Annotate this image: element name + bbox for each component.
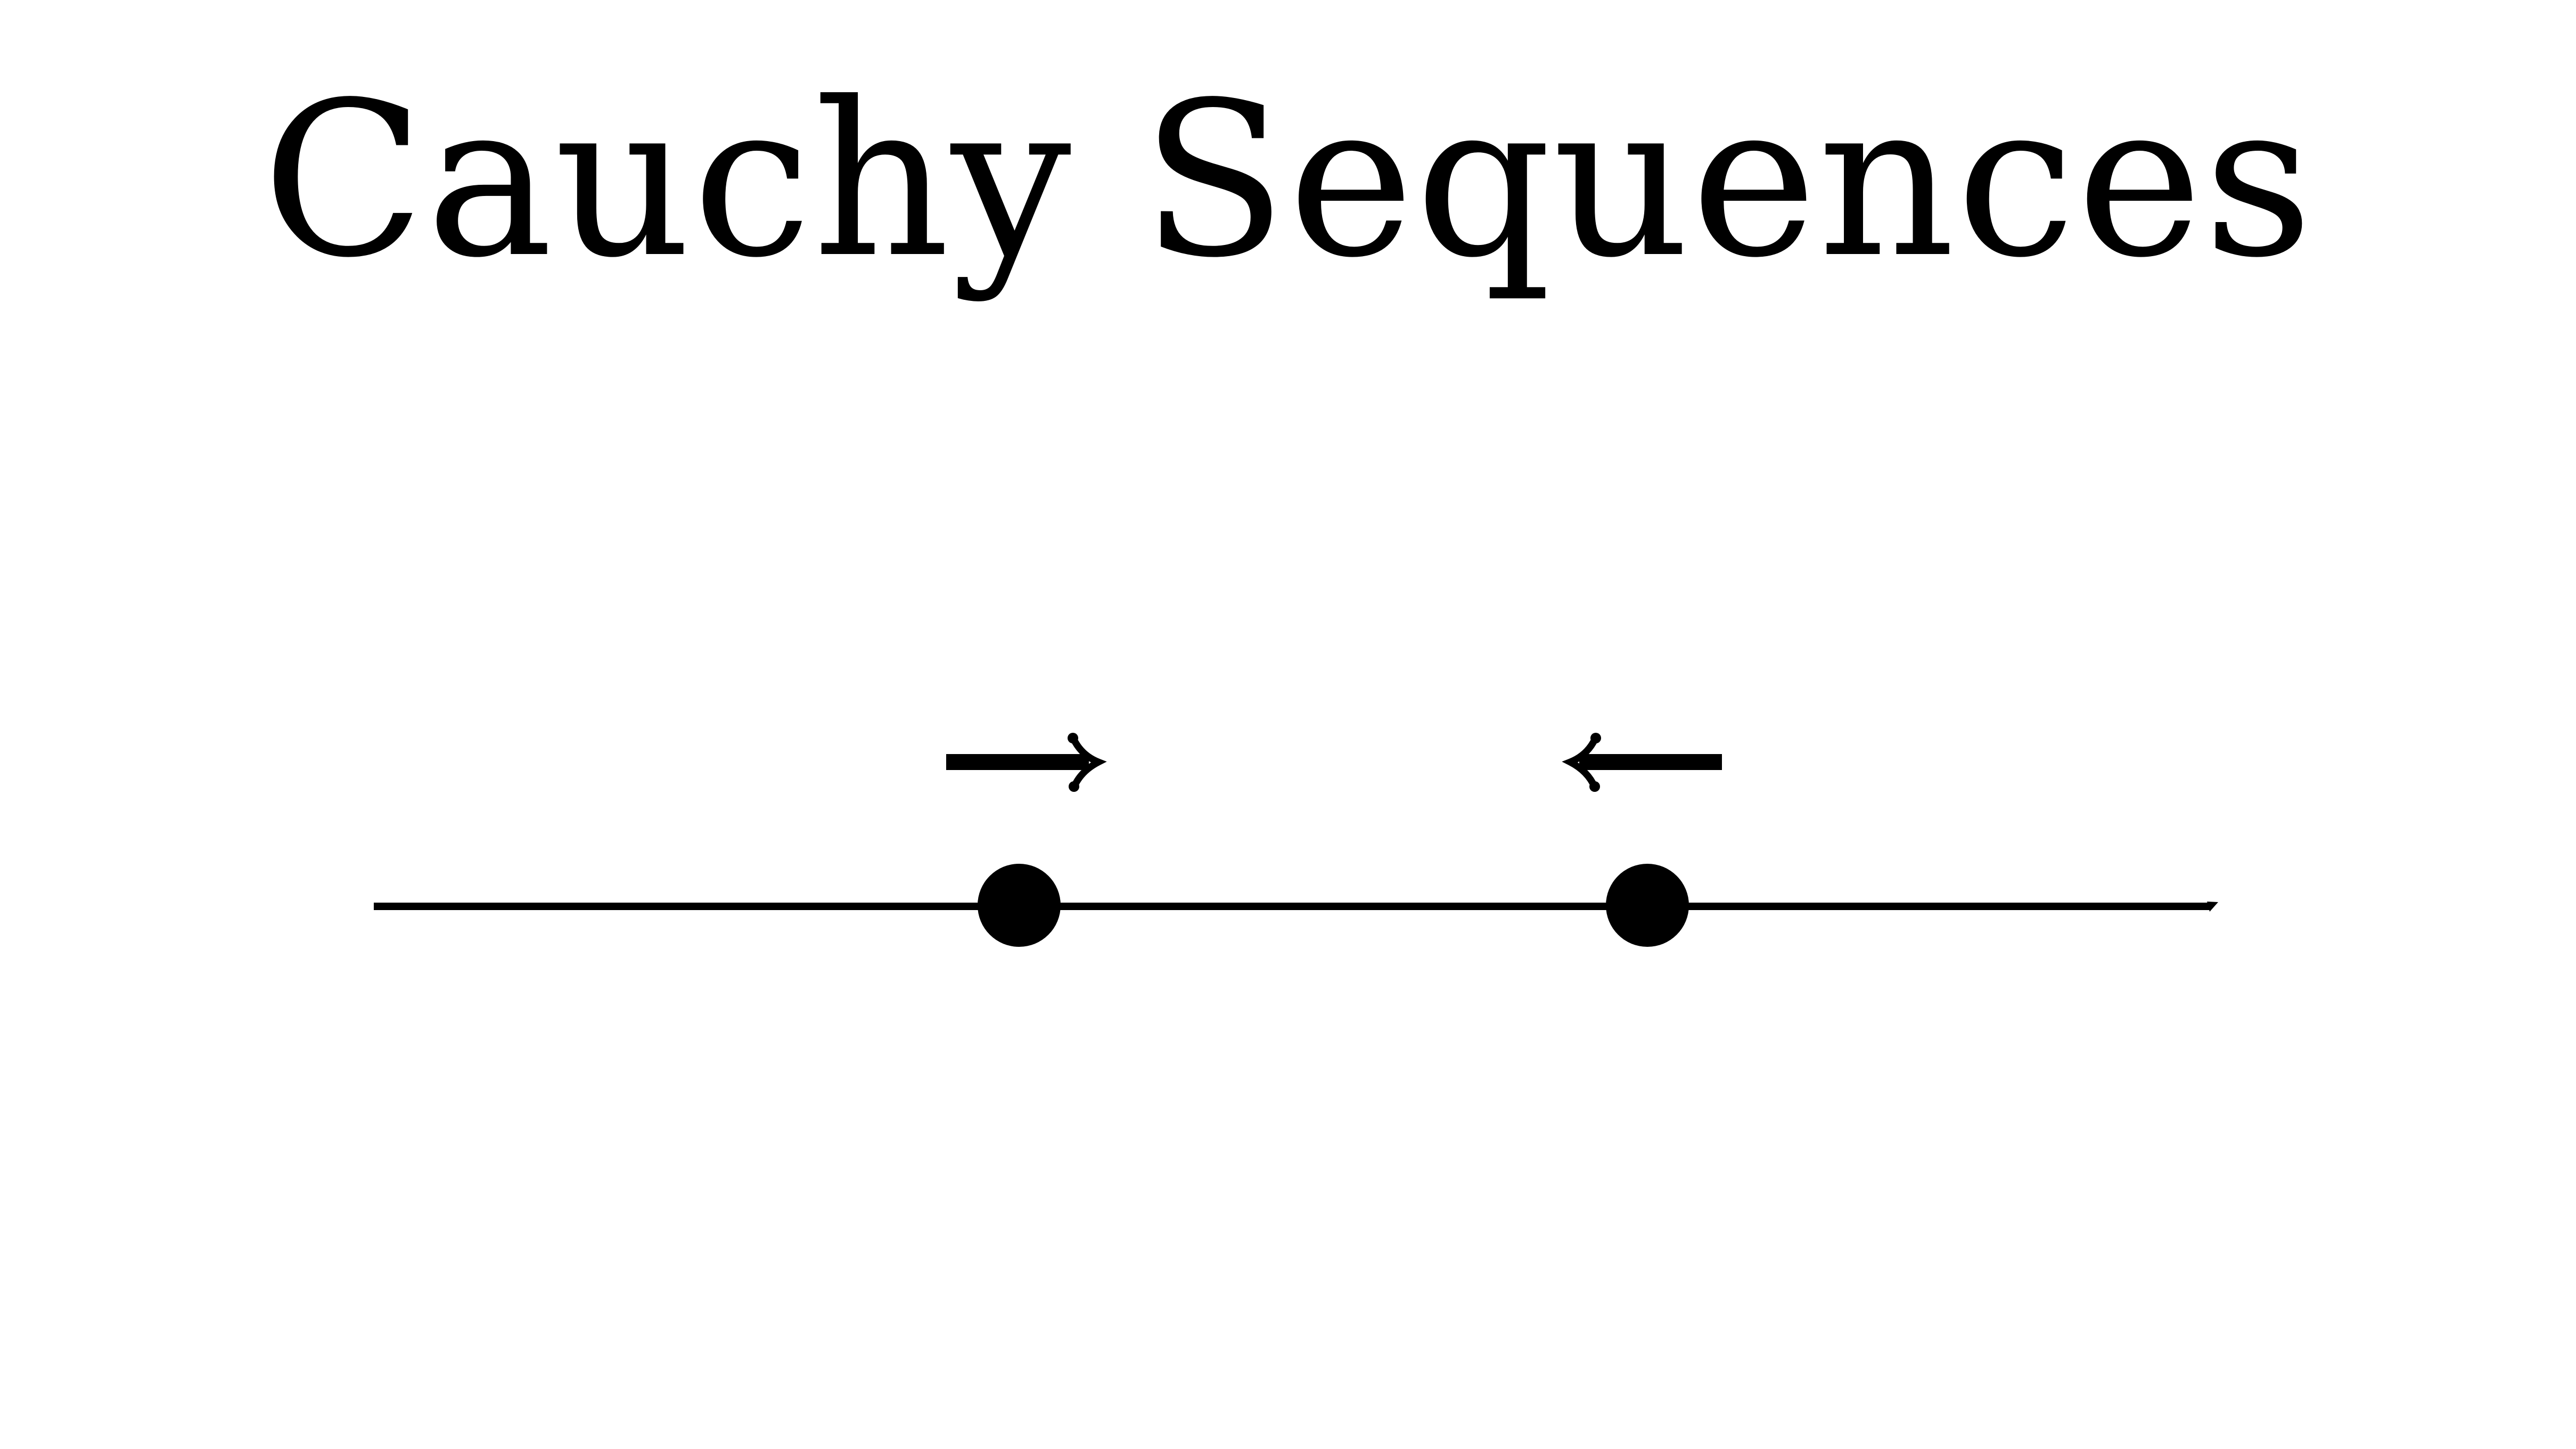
point-left <box>978 864 1061 947</box>
right-arrow-icon <box>946 733 1107 792</box>
number-line <box>374 902 2218 912</box>
point-marker <box>1606 864 1689 947</box>
page-title: Cauchy Sequences <box>262 57 2314 305</box>
left-arrow-icon <box>1562 733 1722 792</box>
number-line-arrowhead-icon <box>2207 902 2218 912</box>
point-right <box>1606 864 1689 947</box>
point-marker <box>978 864 1061 947</box>
